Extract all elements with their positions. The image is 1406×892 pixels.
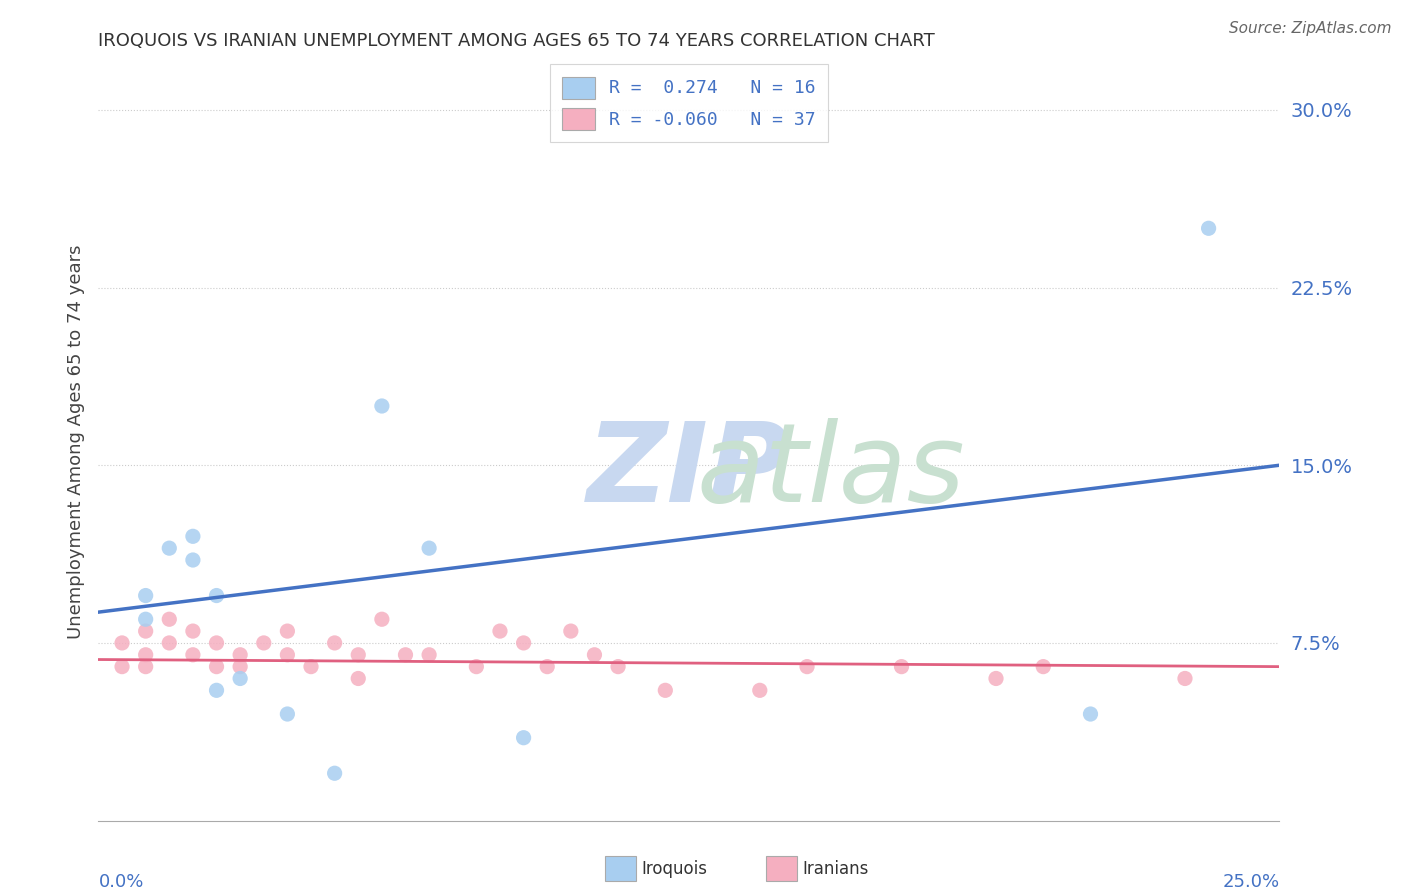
Point xyxy=(135,659,157,673)
Point xyxy=(371,612,394,626)
Point xyxy=(111,636,134,650)
Point xyxy=(135,612,157,626)
Point xyxy=(157,541,180,556)
Point xyxy=(890,659,912,673)
Point xyxy=(347,648,370,662)
Point xyxy=(560,624,582,639)
Point xyxy=(299,659,322,673)
Y-axis label: Unemployment Among Ages 65 to 74 years: Unemployment Among Ages 65 to 74 years xyxy=(66,244,84,639)
Point xyxy=(205,636,228,650)
Point xyxy=(229,648,252,662)
Point xyxy=(512,636,534,650)
Point xyxy=(654,683,676,698)
Point xyxy=(607,659,630,673)
Text: Iroquois: Iroquois xyxy=(641,860,707,878)
Point xyxy=(489,624,512,639)
Point xyxy=(229,659,252,673)
Point xyxy=(418,541,440,556)
Point xyxy=(135,624,157,639)
Point xyxy=(394,648,416,662)
Point xyxy=(347,672,370,686)
Point xyxy=(181,624,204,639)
Point xyxy=(796,659,818,673)
Point xyxy=(371,399,394,413)
Point xyxy=(560,79,582,94)
Point xyxy=(1174,672,1197,686)
Point xyxy=(512,731,534,745)
Point xyxy=(181,553,204,567)
Point xyxy=(205,683,228,698)
Text: IROQUOIS VS IRANIAN UNEMPLOYMENT AMONG AGES 65 TO 74 YEARS CORRELATION CHART: IROQUOIS VS IRANIAN UNEMPLOYMENT AMONG A… xyxy=(98,32,935,50)
Point xyxy=(536,659,558,673)
Point xyxy=(157,612,180,626)
Point xyxy=(984,672,1007,686)
Text: 0.0%: 0.0% xyxy=(98,872,143,891)
Point xyxy=(323,766,346,780)
Text: Iranians: Iranians xyxy=(803,860,869,878)
Text: 25.0%: 25.0% xyxy=(1222,872,1279,891)
Text: Source: ZipAtlas.com: Source: ZipAtlas.com xyxy=(1229,21,1392,36)
Text: ZIP: ZIP xyxy=(588,418,790,525)
Point xyxy=(229,672,252,686)
Point xyxy=(276,648,298,662)
Point xyxy=(276,624,298,639)
Point xyxy=(205,659,228,673)
Point xyxy=(181,529,204,543)
Point xyxy=(1032,659,1054,673)
Point xyxy=(253,636,276,650)
Point xyxy=(181,648,204,662)
Legend: R =  0.274   N = 16, R = -0.060   N = 37: R = 0.274 N = 16, R = -0.060 N = 37 xyxy=(550,64,828,142)
Point xyxy=(583,648,606,662)
Point xyxy=(1198,221,1220,235)
Point xyxy=(111,659,134,673)
Point xyxy=(205,589,228,603)
Point xyxy=(1080,706,1102,721)
Point xyxy=(135,589,157,603)
Text: atlas: atlas xyxy=(696,418,965,525)
Point xyxy=(465,659,488,673)
Point xyxy=(323,636,346,650)
Point xyxy=(135,648,157,662)
Point xyxy=(748,683,770,698)
Point xyxy=(418,648,440,662)
Point xyxy=(157,636,180,650)
Point xyxy=(276,706,298,721)
